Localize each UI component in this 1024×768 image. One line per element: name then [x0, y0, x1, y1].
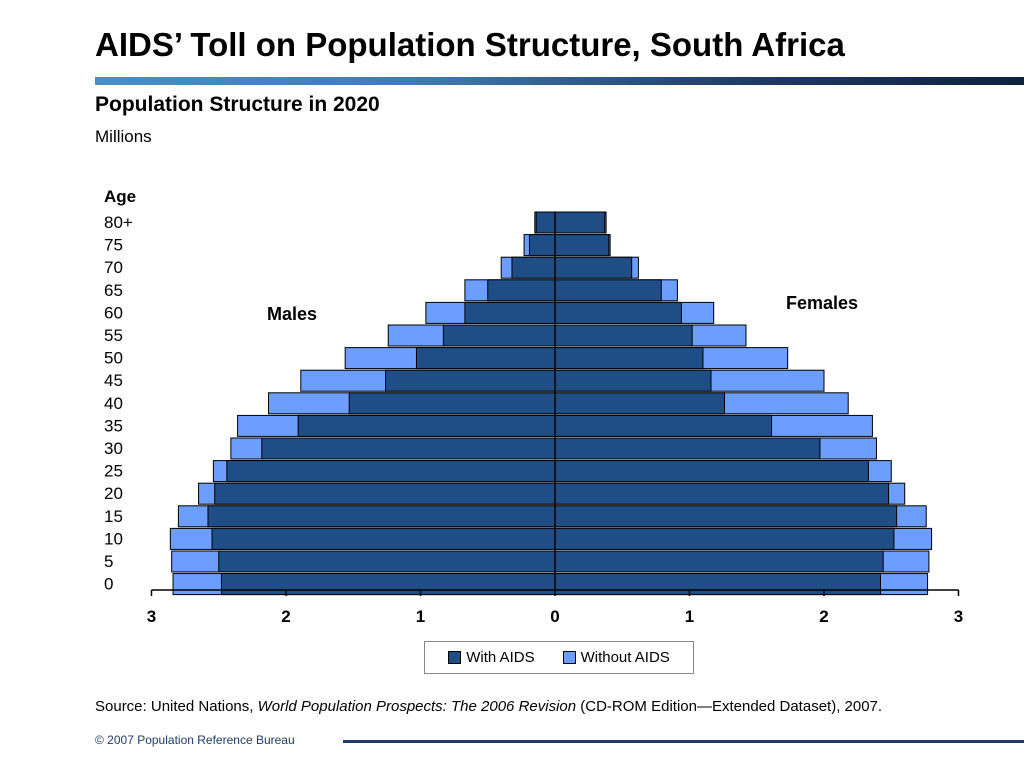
page-title: AIDS’ Toll on Population Structure, Sout… [95, 26, 845, 63]
source-publication: World Population Prospects: The 2006 Rev… [257, 698, 577, 715]
age-label: 70 [104, 258, 123, 277]
bar-male-with-aids [464, 301, 556, 324]
legend-label-with-aids: With AIDS [466, 649, 535, 666]
age-label: 10 [104, 529, 123, 548]
bar-female-with-aids [554, 369, 712, 392]
bar-male-with-aids [261, 437, 556, 460]
bar-male-with-aids [385, 369, 556, 392]
bar-female-with-aids [554, 392, 725, 415]
bar-female-with-aids [554, 414, 773, 437]
age-label: 0 [104, 575, 113, 594]
chart-legend: With AIDS Without AIDS [424, 641, 694, 674]
bar-female-with-aids [554, 460, 869, 483]
bar-male-with-aids [214, 482, 556, 505]
legend-label-without-aids: Without AIDS [580, 649, 670, 666]
legend-swatch-with-aids [448, 651, 462, 664]
bar-male-with-aids [511, 256, 556, 279]
age-label: 40 [104, 394, 123, 413]
bar-male-with-aids [207, 505, 556, 528]
age-label: 80+ [104, 213, 133, 232]
bar-male-with-aids [226, 460, 556, 483]
legend-item-with-aids: With AIDS [448, 649, 535, 666]
bar-male-with-aids [348, 392, 556, 415]
bar-male-with-aids [487, 279, 556, 302]
bar-female-with-aids [554, 505, 898, 528]
age-label: 25 [104, 462, 123, 481]
age-label: 60 [104, 303, 123, 322]
age-label: 5 [104, 552, 113, 571]
age-label: 45 [104, 371, 123, 390]
copyright-notice: © 2007 Population Reference Bureau [95, 733, 295, 747]
age-label: 35 [104, 416, 123, 435]
bar-male-with-aids [211, 527, 556, 550]
units-label: Millions [95, 127, 152, 146]
bar-female-with-aids [554, 573, 881, 596]
source-prefix: Source: United Nations, [95, 698, 258, 715]
footer-divider [343, 740, 1024, 743]
bar-female-with-aids [554, 527, 895, 550]
males-label: Males [267, 304, 317, 324]
bar-male-with-aids [415, 347, 556, 370]
title-divider-bar [95, 77, 1024, 85]
bar-female-with-aids [554, 550, 884, 573]
age-axis-title: Age [104, 187, 136, 206]
age-label: 65 [104, 281, 123, 300]
bar-male-with-aids [442, 324, 556, 347]
bar-male-with-aids [528, 234, 556, 257]
source-suffix: (CD-ROM Edition—Extended Dataset), 2007. [576, 698, 883, 715]
x-tick-label: 1 [685, 607, 694, 626]
age-label: 15 [104, 507, 123, 526]
x-tick-label: 0 [550, 607, 559, 626]
x-tick-label: 2 [281, 607, 290, 626]
bar-male-with-aids [218, 550, 556, 573]
x-tick-label: 2 [819, 607, 828, 626]
x-tick-label: 3 [954, 607, 963, 626]
bar-female-with-aids [554, 347, 704, 370]
bar-male-with-aids [220, 573, 556, 596]
age-label: 30 [104, 439, 123, 458]
bar-male-with-aids [535, 211, 556, 234]
x-tick-label: 1 [416, 607, 425, 626]
age-label: 55 [104, 326, 123, 345]
x-tick-label: 3 [147, 607, 156, 626]
bar-female-with-aids [554, 234, 610, 257]
bar-female-with-aids [554, 324, 693, 347]
chart-subtitle: Population Structure in 2020 [95, 93, 380, 116]
bar-female-with-aids [554, 301, 682, 324]
bar-female-with-aids [554, 279, 662, 302]
bar-female-with-aids [554, 437, 821, 460]
bar-female-with-aids [554, 211, 606, 234]
source-note: Source: United Nations, World Population… [95, 698, 882, 715]
bar-female-with-aids [554, 482, 890, 505]
legend-swatch-without-aids [562, 651, 576, 664]
age-label: 20 [104, 484, 123, 503]
age-label: 75 [104, 236, 123, 255]
bar-male-with-aids [297, 414, 556, 437]
females-label: Females [786, 293, 858, 313]
age-label: 50 [104, 349, 123, 368]
legend-item-without-aids: Without AIDS [562, 649, 670, 666]
bar-female-with-aids [554, 256, 633, 279]
